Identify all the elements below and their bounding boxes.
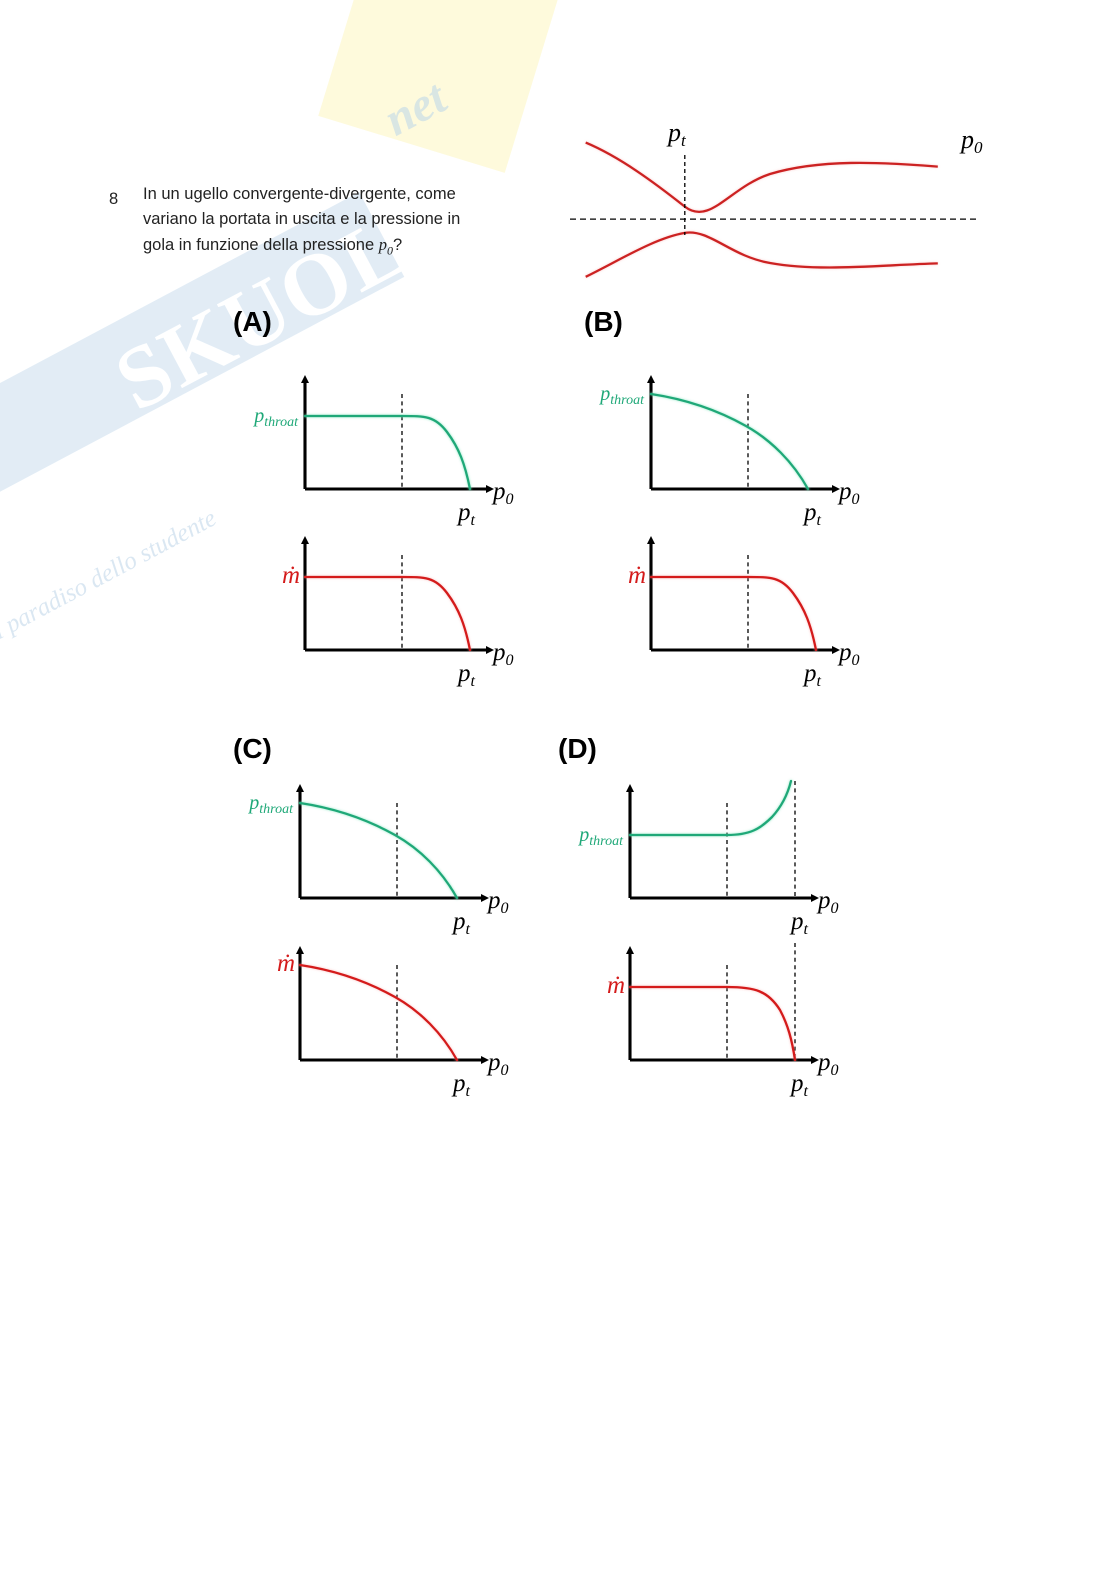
- svg-text:ṁ: ṁ: [277, 950, 295, 977]
- svg-text:pt: pt: [451, 908, 471, 938]
- svg-text:p0: p0: [837, 639, 860, 669]
- svg-text:p0: p0: [959, 125, 983, 157]
- svg-text:pthroat: pthroat: [598, 383, 645, 408]
- svg-text:p0: p0: [491, 639, 514, 669]
- svg-text:p0: p0: [491, 478, 514, 508]
- svg-text:ṁ: ṁ: [607, 972, 625, 999]
- svg-text:p0: p0: [816, 1049, 839, 1079]
- svg-text:p0: p0: [816, 887, 839, 917]
- svg-text:pt: pt: [666, 118, 687, 150]
- svg-text:pt: pt: [456, 660, 476, 690]
- svg-text:p0: p0: [837, 478, 860, 508]
- svg-text:ṁ: ṁ: [628, 562, 646, 589]
- svg-text:pthroat: pthroat: [577, 824, 624, 849]
- svg-text:p0: p0: [486, 887, 509, 917]
- svg-text:pthroat: pthroat: [247, 792, 294, 817]
- svg-text:pt: pt: [789, 908, 809, 938]
- svg-text:pt: pt: [802, 660, 822, 690]
- svg-text:pt: pt: [789, 1070, 809, 1100]
- svg-text:il paradiso dello studente: il paradiso dello studente: [0, 505, 221, 648]
- svg-text:p0: p0: [486, 1049, 509, 1079]
- svg-text:pthroat: pthroat: [252, 405, 299, 430]
- svg-text:pt: pt: [451, 1070, 471, 1100]
- svg-text:ṁ: ṁ: [282, 562, 300, 589]
